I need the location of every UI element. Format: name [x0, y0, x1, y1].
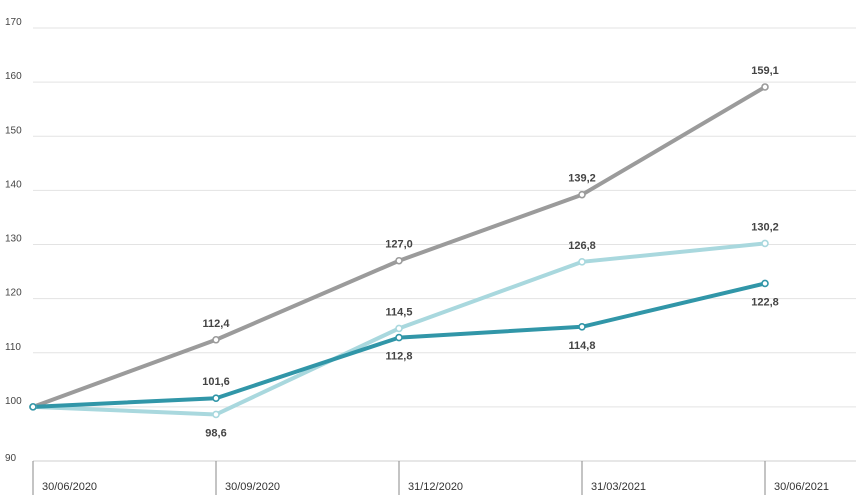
series-gray-data-label: 159,1	[751, 65, 779, 77]
series-teal-data-label: 114,8	[569, 340, 596, 352]
y-tick-label: 170	[5, 17, 22, 28]
series-gray-point	[578, 190, 586, 199]
y-tick-label: 90	[5, 453, 17, 464]
series-layer	[29, 83, 769, 419]
series-gray-point	[395, 256, 403, 265]
x-tick-label: 31/03/2021	[591, 481, 646, 493]
series-teal-point	[395, 333, 403, 342]
series-gray-data-label: 139,2	[568, 173, 596, 185]
series-light-blue-data-label: 98,6	[205, 427, 226, 439]
y-tick-label: 150	[5, 125, 22, 136]
series-teal-data-label: 122,8	[751, 296, 779, 308]
series-teal-point	[578, 322, 586, 331]
y-tick-label: 130	[5, 234, 22, 245]
y-tick-label: 120	[5, 288, 22, 299]
series-teal-point	[29, 403, 37, 411]
x-tick-label: 31/12/2020	[408, 481, 463, 493]
grid-layer	[33, 27, 856, 408]
series-gray-data-label: 127,0	[385, 239, 413, 251]
series-light-blue-point	[578, 258, 586, 266]
series-teal-point	[212, 394, 220, 403]
x-tick-label: 30/09/2020	[225, 481, 280, 493]
x-tick-label: 30/06/2021	[774, 481, 829, 493]
series-light-blue-point	[395, 324, 403, 333]
y-tick-label: 100	[5, 396, 22, 407]
series-light-blue-data-label: 130,2	[751, 221, 779, 233]
series-light-blue-point	[761, 239, 769, 248]
series-light-blue-data-label: 114,5	[386, 306, 413, 318]
series-light-blue-data-label: 126,8	[568, 240, 596, 252]
x-tick-label: 30/06/2020	[42, 481, 97, 493]
series-light-blue-point	[212, 410, 220, 419]
series-gray-point	[212, 335, 220, 344]
data-labels: 112,4 127,0 139,2 159,1 98,6 114,5 126,8 130,2 1…	[202, 65, 779, 439]
y-axis: 90 100 110 120 130 140 150 160 170	[5, 17, 22, 464]
y-tick-label: 140	[5, 179, 22, 190]
x-axis: 30/06/2020 30/09/2020 31/12/2020 31/03/2021…	[32, 460, 856, 495]
series-teal-data-label: 112,8	[386, 351, 413, 363]
series-teal-line	[31, 281, 767, 409]
series-teal-point	[761, 279, 769, 288]
y-tick-label: 110	[5, 342, 21, 353]
y-tick-label: 160	[5, 71, 22, 82]
series-gray-point	[761, 83, 769, 91]
series-teal-data-label: 101,6	[202, 376, 230, 388]
series-gray-data-label: 112,4	[203, 318, 231, 330]
